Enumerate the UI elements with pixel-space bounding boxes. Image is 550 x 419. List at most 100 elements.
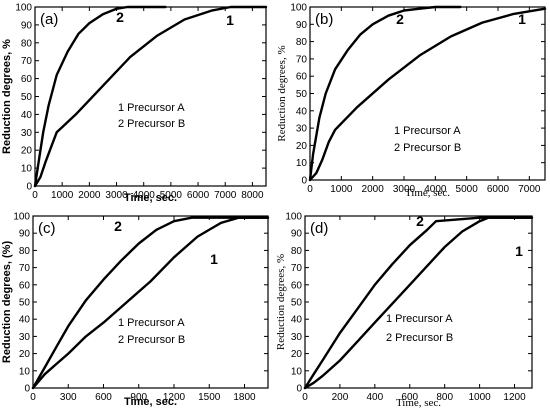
x-tick-label: 900 — [130, 392, 147, 403]
curve-label-1: 1 — [226, 12, 234, 28]
legend-entry-2: 2 Precursor B — [386, 332, 453, 344]
y-tick-label: 50 — [296, 89, 308, 100]
x-tick-label: 2000 — [362, 184, 385, 195]
legend-entry-2: 2 Precursor B — [394, 142, 461, 154]
y-tick-label: 100 — [290, 3, 307, 14]
x-tick-label: 4000 — [424, 184, 447, 195]
x-tick-label: 1200 — [163, 392, 186, 403]
legend-entry-1: 1 Precursor A — [118, 102, 185, 114]
legend-entry-1: 1 Precursor A — [394, 125, 461, 137]
x-axis-title: Time, sec. — [124, 396, 177, 408]
y-tick-label: 80 — [296, 37, 308, 48]
curve-label-2: 2 — [116, 9, 124, 25]
y-tick-label: 50 — [19, 298, 31, 309]
y-tick-label: 30 — [291, 332, 303, 343]
y-axis-title: Reduction degrees, % — [276, 45, 288, 141]
x-tick-label: 600 — [95, 392, 112, 403]
x-tick-label: 3000 — [105, 190, 128, 201]
x-tick-label: 6000 — [487, 184, 510, 195]
y-tick-label: 100 — [15, 3, 32, 14]
x-tick-label: 0 — [30, 392, 36, 403]
panel-label: (a) — [40, 11, 58, 28]
x-tick-label: 7000 — [518, 184, 541, 195]
series-line-2 — [308, 5, 462, 182]
x-tick-label: 400 — [367, 392, 384, 403]
y-tick-label: 20 — [21, 146, 33, 157]
y-tick-label: 60 — [291, 280, 303, 291]
x-axis-title: Time, sec. — [124, 192, 177, 204]
y-tick-label: 40 — [21, 110, 33, 121]
y-tick-label: 80 — [291, 246, 303, 257]
y-tick-label: 40 — [291, 315, 303, 326]
y-tick-label: 60 — [21, 74, 33, 85]
y-tick-label: 50 — [21, 92, 33, 103]
y-axis-title: Reduction degrees, (%) — [1, 241, 13, 364]
y-tick-label: 60 — [19, 280, 31, 291]
y-tick-label: 70 — [21, 56, 33, 67]
y-tick-label: 80 — [19, 246, 31, 257]
y-tick-label: 30 — [296, 124, 308, 135]
y-tick-label: 20 — [19, 349, 31, 360]
y-tick-label: 10 — [19, 366, 31, 377]
plot-frame — [32, 215, 269, 389]
x-tick-label: 1200 — [503, 392, 526, 403]
x-tick-label: 3000 — [393, 184, 416, 195]
x-tick-label: 8000 — [241, 190, 264, 201]
series-line-2 — [33, 5, 167, 188]
x-tick-label: 1800 — [233, 392, 256, 403]
x-tick-label: 4000 — [133, 190, 156, 201]
series-line-1 — [308, 7, 547, 182]
legend-entry-2: 2 Precursor B — [118, 334, 185, 346]
panel-label: (c) — [38, 220, 56, 237]
y-tick-label: 40 — [19, 315, 31, 326]
y-tick-label: 90 — [21, 20, 33, 31]
curve-label-1: 1 — [515, 243, 523, 259]
x-tick-label: 600 — [401, 392, 418, 403]
y-tick-label: 10 — [296, 158, 308, 169]
curve-label-1: 1 — [518, 11, 526, 27]
series-line-1 — [33, 5, 268, 188]
curve-label-1: 1 — [210, 251, 218, 267]
x-tick-label: 200 — [332, 392, 349, 403]
x-tick-label: 2000 — [78, 190, 101, 201]
y-tick-label: 70 — [296, 54, 308, 65]
x-tick-label: 0 — [302, 392, 308, 403]
y-axis-title: Reduction degrees, % — [275, 254, 287, 350]
x-tick-label: 1000 — [51, 190, 74, 201]
x-tick-label: 800 — [436, 392, 453, 403]
x-axis-title: Time, sec. — [405, 187, 450, 199]
panel-label: (d) — [310, 220, 328, 237]
y-tick-label: 0 — [26, 182, 32, 193]
panel-label: (b) — [315, 11, 333, 28]
series-line-2 — [303, 216, 534, 390]
plot-frame — [309, 6, 546, 181]
y-tick-label: 90 — [291, 229, 303, 240]
x-tick-label: 7000 — [214, 190, 237, 201]
x-tick-label: 0 — [307, 184, 313, 195]
y-tick-label: 90 — [19, 229, 31, 240]
y-tick-label: 70 — [19, 263, 31, 274]
y-tick-label: 0 — [296, 384, 302, 395]
y-tick-label: 90 — [296, 20, 308, 31]
y-tick-label: 30 — [19, 332, 31, 343]
x-tick-label: 0 — [32, 190, 38, 201]
legend-entry-2: 2 Precursor B — [118, 118, 185, 130]
chart-panel-c: 0 10 20 30 40 50 60 70 80 90 100 0 300 600 900 1200 1500… — [1, 212, 270, 408]
x-tick-label: 6000 — [187, 190, 210, 201]
curve-label-2: 2 — [396, 11, 404, 27]
x-axis-title: Time, sec. — [396, 397, 441, 409]
x-tick-label: 5000 — [160, 190, 183, 201]
x-tick-label: 5000 — [456, 184, 479, 195]
y-tick-label: 10 — [21, 164, 33, 175]
series-line-1 — [303, 216, 534, 390]
y-tick-label: 0 — [24, 384, 30, 395]
x-tick-label: 300 — [60, 392, 77, 403]
x-tick-label: 1000 — [330, 184, 353, 195]
series-line-1 — [31, 216, 270, 390]
y-tick-label: 70 — [291, 263, 303, 274]
y-tick-label: 80 — [21, 38, 33, 49]
